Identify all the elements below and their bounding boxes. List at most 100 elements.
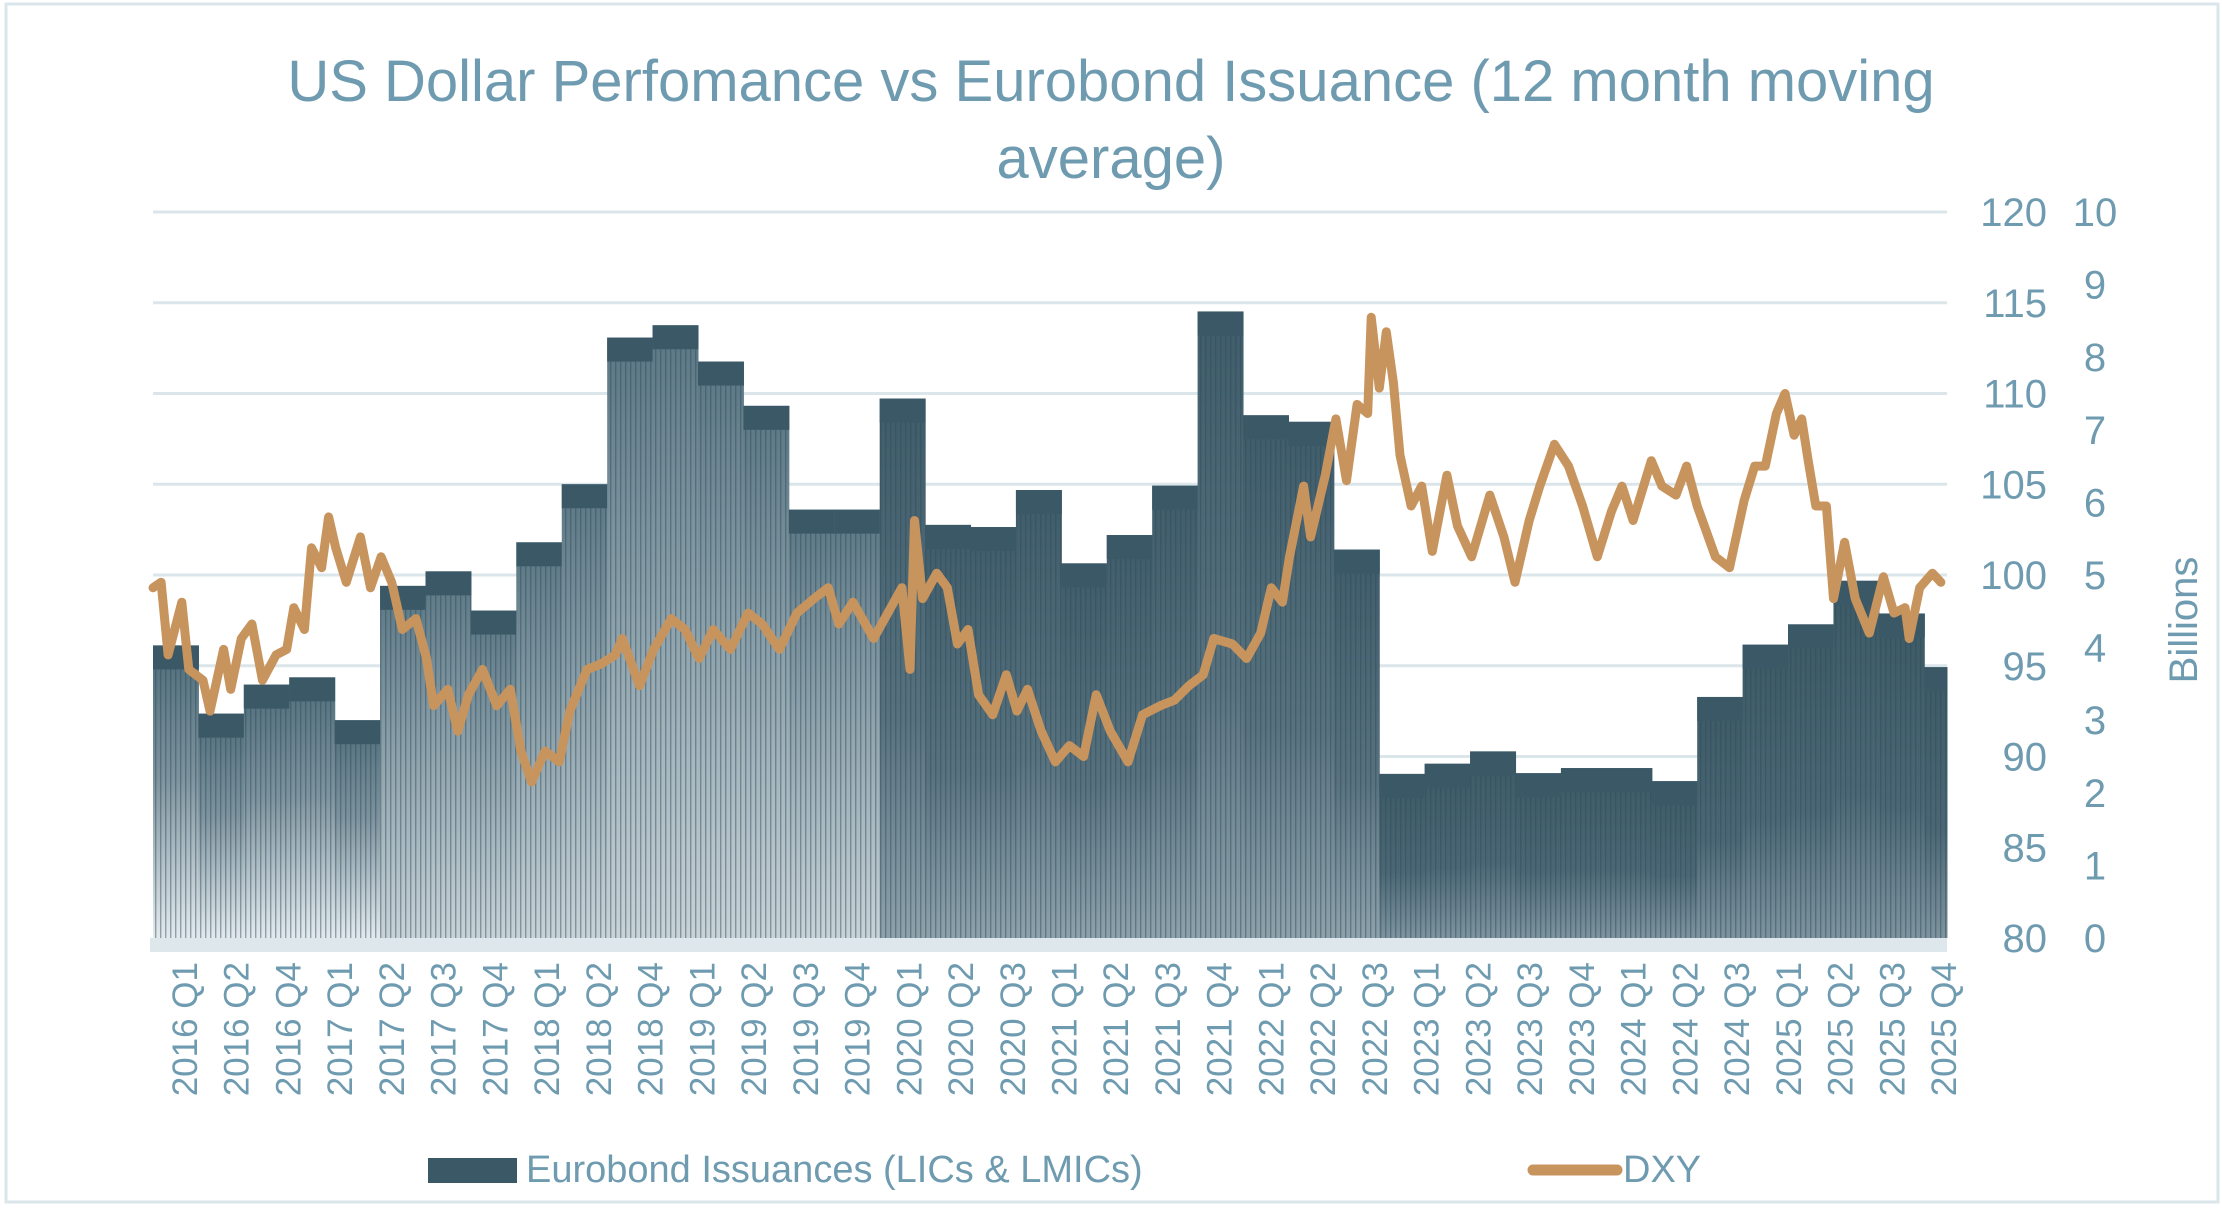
x-tick-label: 2016 Q4 <box>269 962 308 1096</box>
x-tick-label: 2021 Q1 <box>1046 962 1085 1096</box>
x-tick-label: 2023 Q1 <box>1408 962 1447 1096</box>
bar-texture <box>153 669 199 938</box>
bar-cap <box>1924 667 1948 692</box>
bar-texture <box>1333 573 1380 938</box>
x-tick-label: 2020 Q2 <box>942 962 981 1096</box>
bar-cap <box>970 527 1017 552</box>
bar-cap <box>1061 563 1108 588</box>
x-tick-label: 2025 Q1 <box>1770 962 1809 1096</box>
x-tick-label: 2017 Q2 <box>373 962 412 1096</box>
bar-cap <box>788 509 835 534</box>
bar-cap <box>289 677 336 702</box>
legend-label-bars: Eurobond Issuances (LICs & LMICs) <box>526 1149 1143 1191</box>
x-tick-label: 2020 Q1 <box>890 962 929 1096</box>
y-tick-dxy: 85 <box>2003 826 2048 870</box>
y-tick-dxy: 100 <box>1980 554 2047 598</box>
bar-cap <box>516 542 563 567</box>
x-tick-label: 2019 Q4 <box>839 962 878 1096</box>
y-tick-billions: 2 <box>2084 772 2106 816</box>
y-tick-billions: 1 <box>2084 844 2106 888</box>
bar-cap <box>380 585 427 610</box>
bar-texture <box>380 609 427 938</box>
bar-cap <box>1106 535 1153 560</box>
x-tick-label: 2017 Q1 <box>321 962 360 1096</box>
bar-texture <box>334 744 381 938</box>
dxy-series <box>148 312 1946 787</box>
chart-title-line-2: average) <box>997 126 1226 191</box>
bar-cap <box>1379 773 1426 798</box>
bar-texture <box>1651 805 1698 938</box>
y-tick-dxy: 120 <box>1980 191 2047 235</box>
bar-cap <box>1333 549 1380 574</box>
y-axis-billions: 0 1 2 3 4 5 6 7 8 9 10 <box>2073 191 2118 961</box>
bar-cap <box>1288 421 1335 446</box>
x-tick-label: 2017 Q4 <box>476 962 515 1096</box>
legend-swatch-bars <box>428 1158 517 1183</box>
y-tick-billions: 5 <box>2084 554 2106 598</box>
bar-cap <box>1152 485 1199 510</box>
bar-texture <box>198 737 245 938</box>
x-axis-ticks: 2016 Q1 2016 Q2 2016 Q4 2017 Q1 2017 Q2 2017 … <box>166 962 1964 1096</box>
bar-cap <box>1697 696 1744 721</box>
x-tick-label: 2022 Q3 <box>1356 962 1395 1096</box>
bar-cap <box>1243 415 1289 440</box>
x-tick-label: 2021 Q3 <box>1149 962 1188 1096</box>
bar-cap <box>425 571 472 596</box>
bar-cap <box>1606 768 1653 793</box>
x-tick-label: 2020 Q3 <box>994 962 1033 1096</box>
y-tick-billions: 9 <box>2084 264 2106 308</box>
bar-texture <box>743 429 790 938</box>
y-axis-dxy: 80 85 90 95 100 105 110 115 120 <box>1980 191 2047 961</box>
bar-texture <box>879 422 926 938</box>
bar-cap <box>652 325 699 350</box>
dxy-line <box>148 312 1946 787</box>
bar-texture <box>1924 691 1948 938</box>
y-tick-billions: 8 <box>2084 336 2106 380</box>
bar-cap <box>607 337 654 362</box>
bar-cap <box>334 720 381 745</box>
x-tick-label: 2023 Q4 <box>1563 962 1602 1096</box>
bar-cap <box>834 509 881 534</box>
x-axis-band <box>150 938 1947 952</box>
bar-cap <box>1197 311 1244 336</box>
bar-cap <box>470 610 517 635</box>
bar-texture <box>1152 509 1199 938</box>
x-tick-label: 2018 Q2 <box>580 962 619 1096</box>
legend: Eurobond Issuances (LICs & LMICs) DXY <box>428 1149 1701 1191</box>
x-tick-label: 2025 Q4 <box>1925 962 1964 1096</box>
bar-texture <box>1243 439 1289 938</box>
y-tick-billions: 4 <box>2084 627 2106 671</box>
y-tick-dxy: 115 <box>1983 282 2047 326</box>
bar-texture <box>1788 648 1834 938</box>
bar-texture <box>834 533 881 938</box>
bar-texture <box>1424 787 1471 938</box>
y-tick-billions: 7 <box>2084 409 2106 453</box>
bar-texture <box>1515 797 1562 938</box>
bar-cap <box>1651 781 1698 806</box>
bar-cap <box>1424 763 1471 788</box>
x-tick-label: 2016 Q1 <box>166 962 205 1096</box>
bar-cap <box>1788 624 1834 649</box>
bar-cap <box>925 524 972 549</box>
bar-cap <box>879 398 926 423</box>
chart-border <box>4 2 2220 1204</box>
x-tick-label: 2019 Q3 <box>787 962 826 1096</box>
x-tick-label: 2018 Q4 <box>632 962 671 1096</box>
bar-texture <box>1697 720 1744 938</box>
x-tick-label: 2016 Q2 <box>218 962 257 1096</box>
y-tick-dxy: 80 <box>2003 917 2048 961</box>
bar-cap <box>1742 644 1789 669</box>
bar-cap <box>1560 768 1607 793</box>
bar-texture <box>1833 604 1880 938</box>
x-tick-label: 2021 Q4 <box>1201 962 1240 1096</box>
bar-texture <box>1606 792 1653 938</box>
x-tick-label: 2024 Q1 <box>1615 962 1654 1096</box>
x-tick-label: 2023 Q3 <box>1511 962 1550 1096</box>
x-tick-label: 2017 Q3 <box>425 962 464 1096</box>
y-tick-dxy: 110 <box>1983 373 2047 417</box>
bar-cap <box>1015 490 1062 515</box>
bar-texture <box>970 551 1017 938</box>
bar-cap <box>1515 773 1562 798</box>
x-tick-label: 2019 Q2 <box>735 962 774 1096</box>
